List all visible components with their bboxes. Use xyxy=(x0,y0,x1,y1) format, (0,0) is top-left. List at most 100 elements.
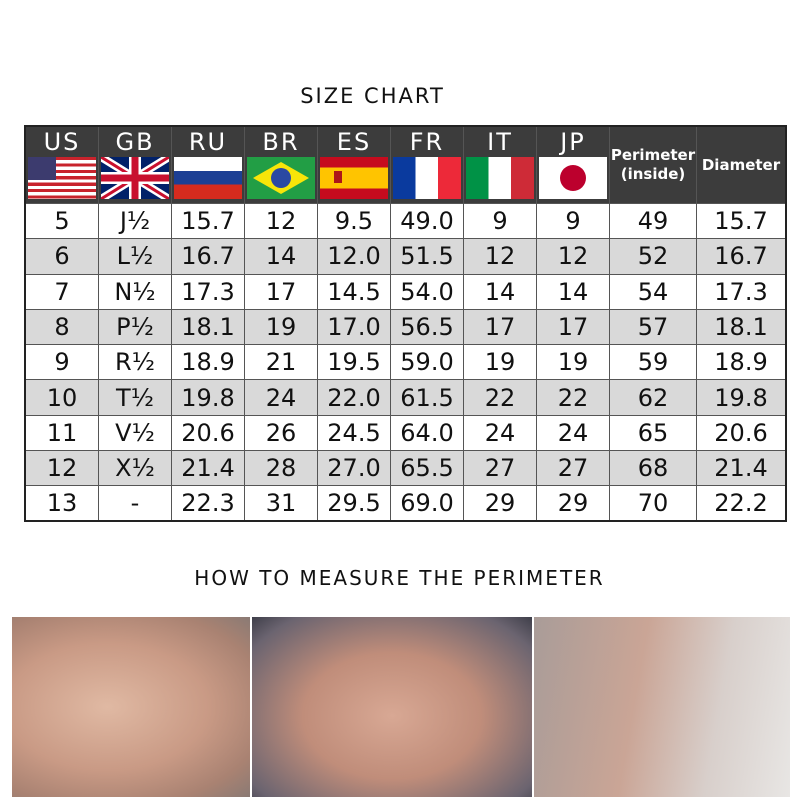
column-label: FR xyxy=(409,128,445,156)
table-cell: 31 xyxy=(244,485,318,522)
table-cell: 19.8 xyxy=(696,379,787,416)
table-cell: 28 xyxy=(244,450,318,487)
table-cell: 16.7 xyxy=(696,238,787,275)
table-cell: 22.2 xyxy=(696,485,787,522)
table-cell: 29 xyxy=(536,485,610,522)
table-cell: 18.1 xyxy=(696,308,787,346)
table-cell: 70 xyxy=(609,485,697,522)
table-cell: 49 xyxy=(609,202,697,240)
italy-flag-icon xyxy=(466,157,534,199)
table-cell: 24.5 xyxy=(317,414,391,452)
spain-flag-icon xyxy=(320,157,388,199)
table-cell: L½ xyxy=(98,238,172,275)
table-cell: 17.3 xyxy=(171,273,245,310)
table-cell: 65 xyxy=(609,414,697,452)
table-cell: 20.6 xyxy=(171,414,245,452)
table-cell: V½ xyxy=(98,414,172,452)
table-cell: 18.9 xyxy=(171,344,245,381)
column-header-gb: GB xyxy=(98,125,172,204)
table-cell: P½ xyxy=(98,308,172,346)
table-cell: 29.5 xyxy=(317,485,391,522)
table-row: 10 T½ 19.8 24 22.0 61.5 22 22 62 19.8 xyxy=(24,379,787,416)
table-cell: 12 xyxy=(536,238,610,275)
table-cell: 22.0 xyxy=(317,379,391,416)
photo-ruler xyxy=(534,617,790,797)
table-cell: 19.5 xyxy=(317,344,391,381)
table-cell: 24 xyxy=(244,379,318,416)
table-cell: 61.5 xyxy=(390,379,464,416)
table-cell: 52 xyxy=(609,238,697,275)
table-row: 9 R½ 18.9 21 19.5 59.0 19 19 59 18.9 xyxy=(24,344,787,381)
column-header-jp: JP xyxy=(536,125,610,204)
table-cell: 7 xyxy=(24,273,99,310)
table-cell: 21.4 xyxy=(696,450,787,487)
table-cell: 13 xyxy=(24,485,99,522)
table-cell: 21 xyxy=(244,344,318,381)
column-header-es: ES xyxy=(317,125,391,204)
table-cell: 16.7 xyxy=(171,238,245,275)
photo-mark-strip xyxy=(252,617,532,797)
table-cell: 49.0 xyxy=(390,202,464,240)
table-cell: 68 xyxy=(609,450,697,487)
table-cell: 9.5 xyxy=(317,202,391,240)
column-header-br: BR xyxy=(244,125,318,204)
table-cell: 12 xyxy=(244,202,318,240)
table-cell: 14 xyxy=(244,238,318,275)
table-cell: - xyxy=(98,485,172,522)
table-cell: 24 xyxy=(536,414,610,452)
table-cell: 26 xyxy=(244,414,318,452)
table-cell: 6 xyxy=(24,238,99,275)
table-cell: 65.5 xyxy=(390,450,464,487)
size-chart-title: SIZE CHART xyxy=(300,84,445,108)
column-header-ru: RU xyxy=(171,125,245,204)
table-row: 12 X½ 21.4 28 27.0 65.5 27 27 68 21.4 xyxy=(24,450,787,487)
table-cell: 64.0 xyxy=(390,414,464,452)
table-row: 8 P½ 18.1 19 17.0 56.5 17 17 57 18.1 xyxy=(24,308,787,346)
photo-wrap-strip xyxy=(12,617,250,797)
table-cell: 15.7 xyxy=(171,202,245,240)
table-cell: X½ xyxy=(98,450,172,487)
column-label: US xyxy=(43,128,81,156)
table-cell: 12 xyxy=(463,238,537,275)
table-cell: T½ xyxy=(98,379,172,416)
table-cell: 14.5 xyxy=(317,273,391,310)
table-cell: 17.0 xyxy=(317,308,391,346)
table-cell: 18.1 xyxy=(171,308,245,346)
table-cell: 17 xyxy=(536,308,610,346)
table-row: 11 V½ 20.6 26 24.5 64.0 24 24 65 20.6 xyxy=(24,414,787,452)
table-cell: 27 xyxy=(536,450,610,487)
column-label: Diameter xyxy=(701,155,781,174)
table-cell: 62 xyxy=(609,379,697,416)
table-cell: 19 xyxy=(463,344,537,381)
column-label: BR xyxy=(262,128,300,156)
column-label: GB xyxy=(115,128,155,156)
russia-flag-icon xyxy=(174,157,242,199)
table-cell: 69.0 xyxy=(390,485,464,522)
column-header-us: US xyxy=(24,125,99,204)
table-cell: 9 xyxy=(24,344,99,381)
column-label: JP xyxy=(560,128,586,156)
table-cell: 22 xyxy=(463,379,537,416)
table-cell: 51.5 xyxy=(390,238,464,275)
table-row: 6 L½ 16.7 14 12.0 51.5 12 12 52 16.7 xyxy=(24,238,787,275)
column-header-fr: FR xyxy=(390,125,464,204)
column-label: RU xyxy=(188,128,228,156)
table-row: 13-22.3 31 29.5 69.0 29 29 70 22.2 xyxy=(24,485,787,522)
france-flag-icon xyxy=(393,157,461,199)
column-label: Perimeter (inside) xyxy=(610,146,696,183)
column-header-perimeter: Perimeter (inside) xyxy=(609,125,697,204)
table-row: 5 J½ 15.7 12 9.5 49.0 9 9 49 15.7 xyxy=(24,202,787,240)
brazil-flag-icon xyxy=(247,157,315,199)
column-label: IT xyxy=(487,128,513,156)
table-cell: 12 xyxy=(24,450,99,487)
table-cell: 22.3 xyxy=(171,485,245,522)
table-cell: J½ xyxy=(98,202,172,240)
table-cell: 9 xyxy=(536,202,610,240)
usa-flag-icon xyxy=(28,157,96,199)
japan-flag-icon xyxy=(539,157,607,199)
table-cell: 11 xyxy=(24,414,99,452)
instruction-photos xyxy=(12,617,790,797)
table-cell: 54.0 xyxy=(390,273,464,310)
table-cell: 17.3 xyxy=(696,273,787,310)
size-chart-table: US GB RU BR ES FR IT JP Perimeter (inside) Diamet… xyxy=(24,125,787,523)
